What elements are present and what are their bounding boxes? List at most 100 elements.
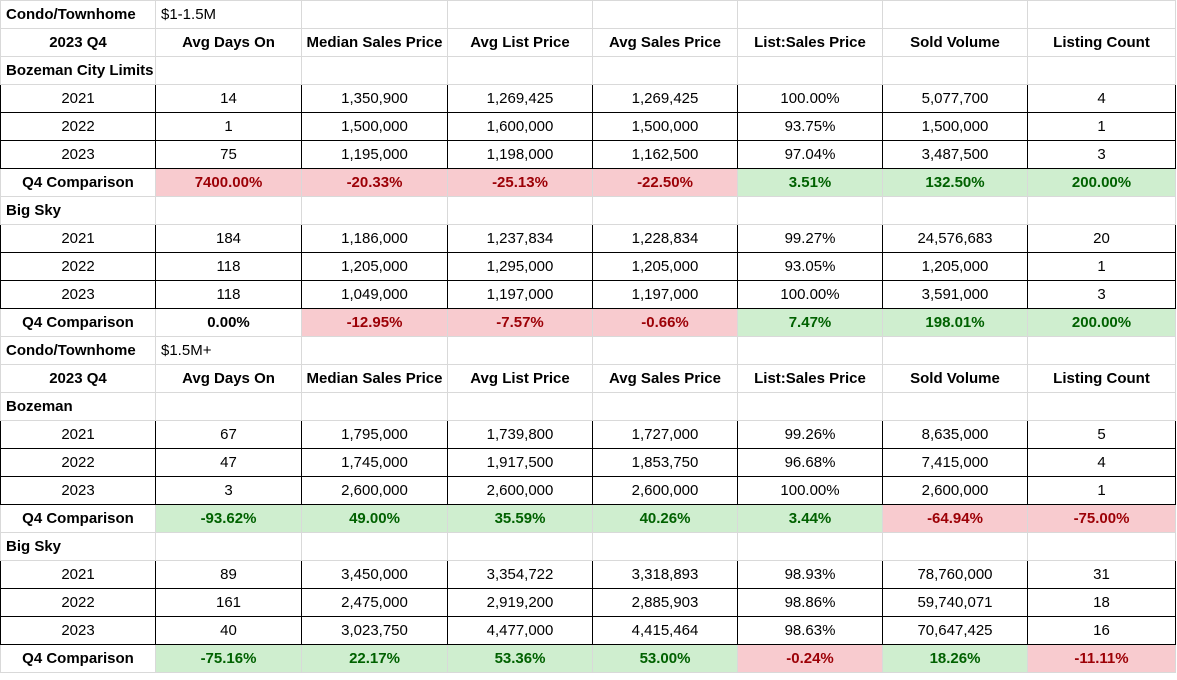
value-cell[interactable]: 100.00% (737, 280, 883, 309)
value-cell[interactable]: 1,197,000 (447, 280, 593, 309)
empty-cell[interactable] (1027, 56, 1176, 85)
empty-cell[interactable] (592, 196, 738, 225)
value-cell[interactable]: 1 (1027, 252, 1176, 281)
empty-cell[interactable] (155, 56, 302, 85)
value-cell[interactable]: 1,600,000 (447, 112, 593, 141)
value-cell[interactable]: 1,195,000 (301, 140, 448, 169)
value-cell[interactable]: 1,205,000 (592, 252, 738, 281)
empty-cell[interactable] (592, 532, 738, 561)
value-cell[interactable]: 3,450,000 (301, 560, 448, 589)
empty-cell[interactable] (301, 336, 448, 365)
value-cell[interactable]: 1,795,000 (301, 420, 448, 449)
year-cell[interactable]: 2021 (0, 84, 156, 113)
comparison-value[interactable]: -7.57% (447, 308, 593, 337)
value-cell[interactable]: 1,917,500 (447, 448, 593, 477)
value-cell[interactable]: 2,600,000 (301, 476, 448, 505)
empty-cell[interactable] (737, 336, 883, 365)
empty-cell[interactable] (447, 532, 593, 561)
comparison-label[interactable]: Q4 Comparison (0, 504, 156, 533)
empty-cell[interactable] (155, 532, 302, 561)
empty-cell[interactable] (1027, 392, 1176, 421)
comparison-value[interactable]: -64.94% (882, 504, 1028, 533)
empty-cell[interactable] (737, 532, 883, 561)
empty-cell[interactable] (882, 532, 1028, 561)
column-header[interactable]: Avg Days On (155, 364, 302, 393)
comparison-value[interactable]: 40.26% (592, 504, 738, 533)
period-label[interactable]: 2023 Q4 (0, 28, 156, 57)
empty-cell[interactable] (737, 56, 883, 85)
value-cell[interactable]: 1,205,000 (882, 252, 1028, 281)
value-cell[interactable]: 67 (155, 420, 302, 449)
empty-cell[interactable] (1027, 0, 1176, 29)
column-header[interactable]: Avg List Price (447, 28, 593, 57)
comparison-value[interactable]: 3.51% (737, 168, 883, 197)
empty-cell[interactable] (155, 196, 302, 225)
comparison-value[interactable]: -11.11% (1027, 644, 1176, 673)
value-cell[interactable]: 7,415,000 (882, 448, 1028, 477)
empty-cell[interactable] (592, 56, 738, 85)
value-cell[interactable]: 1,295,000 (447, 252, 593, 281)
column-header[interactable]: Listing Count (1027, 28, 1176, 57)
section-title[interactable]: Condo/Townhome (0, 336, 156, 365)
value-cell[interactable]: 1,727,000 (592, 420, 738, 449)
empty-cell[interactable] (592, 0, 738, 29)
value-cell[interactable]: 1 (155, 112, 302, 141)
empty-cell[interactable] (1027, 196, 1176, 225)
value-cell[interactable]: 3 (1027, 140, 1176, 169)
comparison-label[interactable]: Q4 Comparison (0, 644, 156, 673)
value-cell[interactable]: 75 (155, 140, 302, 169)
comparison-value[interactable]: -93.62% (155, 504, 302, 533)
column-header[interactable]: Avg Sales Price (592, 364, 738, 393)
value-cell[interactable]: 100.00% (737, 476, 883, 505)
value-cell[interactable]: 118 (155, 280, 302, 309)
year-cell[interactable]: 2023 (0, 140, 156, 169)
empty-cell[interactable] (882, 336, 1028, 365)
value-cell[interactable]: 4,415,464 (592, 616, 738, 645)
region-name[interactable]: Big Sky (0, 532, 156, 561)
value-cell[interactable]: 1 (1027, 476, 1176, 505)
column-header[interactable]: Median Sales Price (301, 28, 448, 57)
value-cell[interactable]: 98.86% (737, 588, 883, 617)
value-cell[interactable]: 3 (155, 476, 302, 505)
value-cell[interactable]: 99.27% (737, 224, 883, 253)
value-cell[interactable]: 2,600,000 (882, 476, 1028, 505)
comparison-value[interactable]: 200.00% (1027, 168, 1176, 197)
region-name[interactable]: Big Sky (0, 196, 156, 225)
value-cell[interactable]: 3,354,722 (447, 560, 593, 589)
value-cell[interactable]: 118 (155, 252, 302, 281)
value-cell[interactable]: 2,919,200 (447, 588, 593, 617)
comparison-value[interactable]: 22.17% (301, 644, 448, 673)
year-cell[interactable]: 2023 (0, 280, 156, 309)
comparison-label[interactable]: Q4 Comparison (0, 168, 156, 197)
comparison-value[interactable]: 200.00% (1027, 308, 1176, 337)
empty-cell[interactable] (447, 196, 593, 225)
period-label[interactable]: 2023 Q4 (0, 364, 156, 393)
value-cell[interactable]: 18 (1027, 588, 1176, 617)
region-name[interactable]: Bozeman City Limits (0, 56, 156, 85)
value-cell[interactable]: 5 (1027, 420, 1176, 449)
empty-cell[interactable] (155, 392, 302, 421)
comparison-value[interactable]: -75.00% (1027, 504, 1176, 533)
comparison-value[interactable]: 18.26% (882, 644, 1028, 673)
value-cell[interactable]: 1,500,000 (592, 112, 738, 141)
empty-cell[interactable] (447, 56, 593, 85)
value-cell[interactable]: 1,205,000 (301, 252, 448, 281)
value-cell[interactable]: 2,885,903 (592, 588, 738, 617)
value-cell[interactable]: 1,186,000 (301, 224, 448, 253)
value-cell[interactable]: 2,475,000 (301, 588, 448, 617)
empty-cell[interactable] (301, 532, 448, 561)
comparison-value[interactable]: 0.00% (155, 308, 302, 337)
empty-cell[interactable] (882, 392, 1028, 421)
value-cell[interactable]: 93.05% (737, 252, 883, 281)
year-cell[interactable]: 2021 (0, 224, 156, 253)
comparison-value[interactable]: 53.00% (592, 644, 738, 673)
value-cell[interactable]: 1 (1027, 112, 1176, 141)
column-header[interactable]: Sold Volume (882, 28, 1028, 57)
price-range[interactable]: $1.5M+ (155, 336, 302, 365)
value-cell[interactable]: 1,162,500 (592, 140, 738, 169)
comparison-value[interactable]: -0.24% (737, 644, 883, 673)
empty-cell[interactable] (592, 336, 738, 365)
comparison-value[interactable]: 7.47% (737, 308, 883, 337)
value-cell[interactable]: 8,635,000 (882, 420, 1028, 449)
value-cell[interactable]: 3,487,500 (882, 140, 1028, 169)
